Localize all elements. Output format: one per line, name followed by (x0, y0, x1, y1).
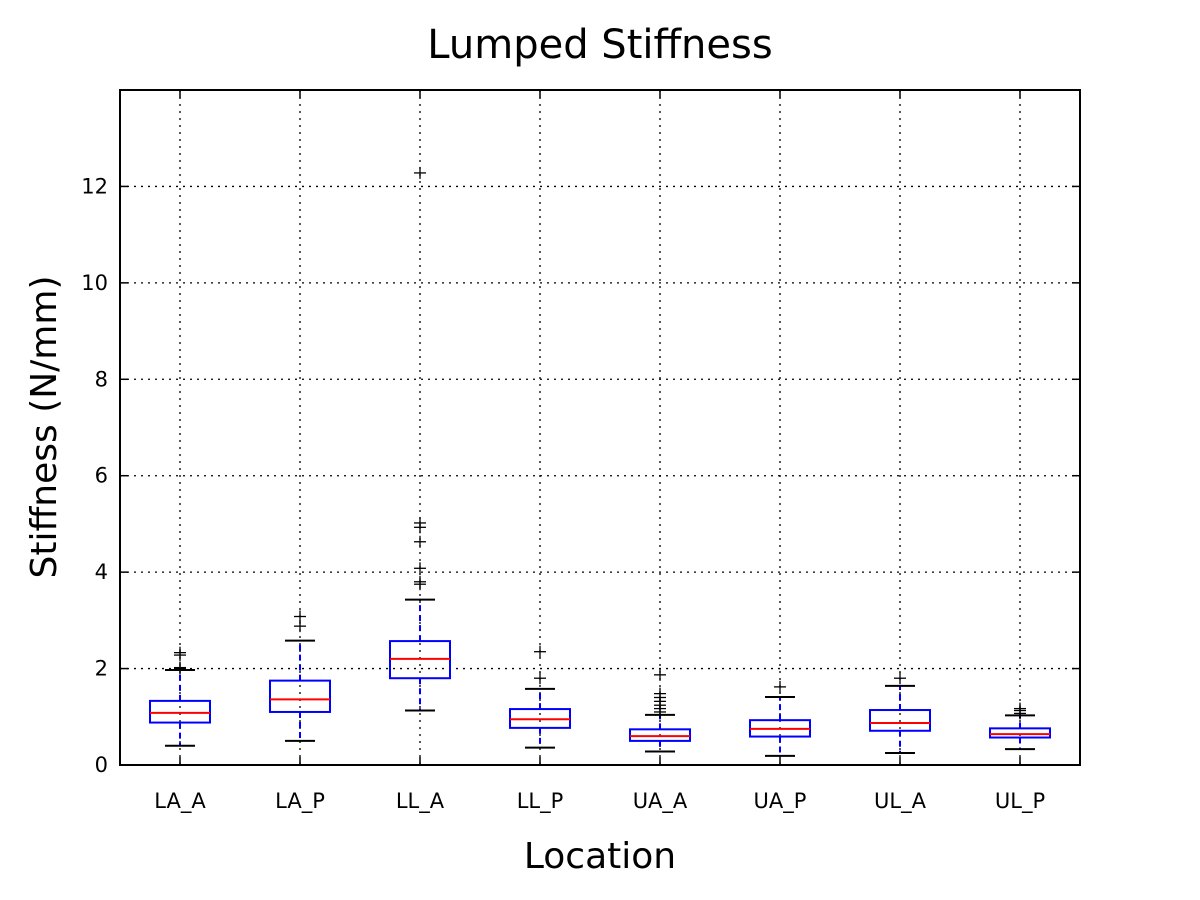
outlier-point (174, 661, 186, 674)
outlier-point (1014, 702, 1026, 715)
outlier-point (414, 516, 426, 529)
outlier-point (774, 680, 786, 693)
iqr-box (869, 709, 931, 732)
outlier-point (174, 646, 186, 659)
y-tick-label: 8 (95, 367, 108, 391)
x-tick-label: UA_P (754, 789, 807, 814)
chart-title: Lumped Stiffness (427, 22, 772, 68)
box-UA_P (749, 680, 811, 757)
x-axis-label: Location (524, 836, 676, 877)
x-tick-label: UL_A (874, 789, 927, 814)
box-LL_P (509, 645, 571, 749)
x-tick-label: LA_A (154, 789, 206, 814)
box-LA_A (149, 646, 211, 747)
outlier-point (414, 166, 426, 179)
outlier-point (414, 575, 426, 588)
y-tick-label: 0 (95, 753, 108, 777)
outlier-point (534, 645, 546, 658)
box-UL_P (989, 702, 1051, 751)
y-tick-label: 10 (81, 271, 108, 295)
iqr-box (989, 727, 1051, 739)
boxes (149, 166, 1051, 757)
x-tick-label: LL_A (396, 789, 445, 814)
outlier-point (654, 668, 666, 681)
ticks: 0 2 4 6 8 10 12 LA_A LA_P LL_A LL_P UA_A UA_P UL_A UL_… (81, 90, 1080, 814)
x-tick-label: LL_P (517, 789, 564, 814)
outlier-point (654, 687, 666, 700)
iqr-box (269, 679, 331, 713)
grid-lines (120, 90, 1080, 765)
y-tick-label: 6 (95, 464, 108, 488)
box-LA_P (269, 610, 331, 742)
y-tick-label: 4 (95, 560, 108, 584)
outlier-point (294, 610, 306, 623)
y-axis-label: Stiffness (N/mm) (24, 276, 65, 579)
outlier-point (414, 562, 426, 575)
box-UL_A (869, 672, 931, 754)
outlier-point (534, 672, 546, 685)
box-UA_A (629, 668, 691, 753)
iqr-box (149, 699, 211, 724)
box-LL_A (389, 166, 451, 712)
x-tick-label: UL_P (995, 789, 1045, 814)
outlier-point (894, 672, 906, 685)
outlier-point (414, 535, 426, 548)
y-tick-label: 12 (81, 174, 108, 198)
x-tick-label: LA_P (275, 789, 325, 814)
y-tick-label: 2 (95, 657, 108, 681)
x-tick-label: UA_A (633, 789, 688, 814)
plot-frame (119, 89, 1081, 766)
